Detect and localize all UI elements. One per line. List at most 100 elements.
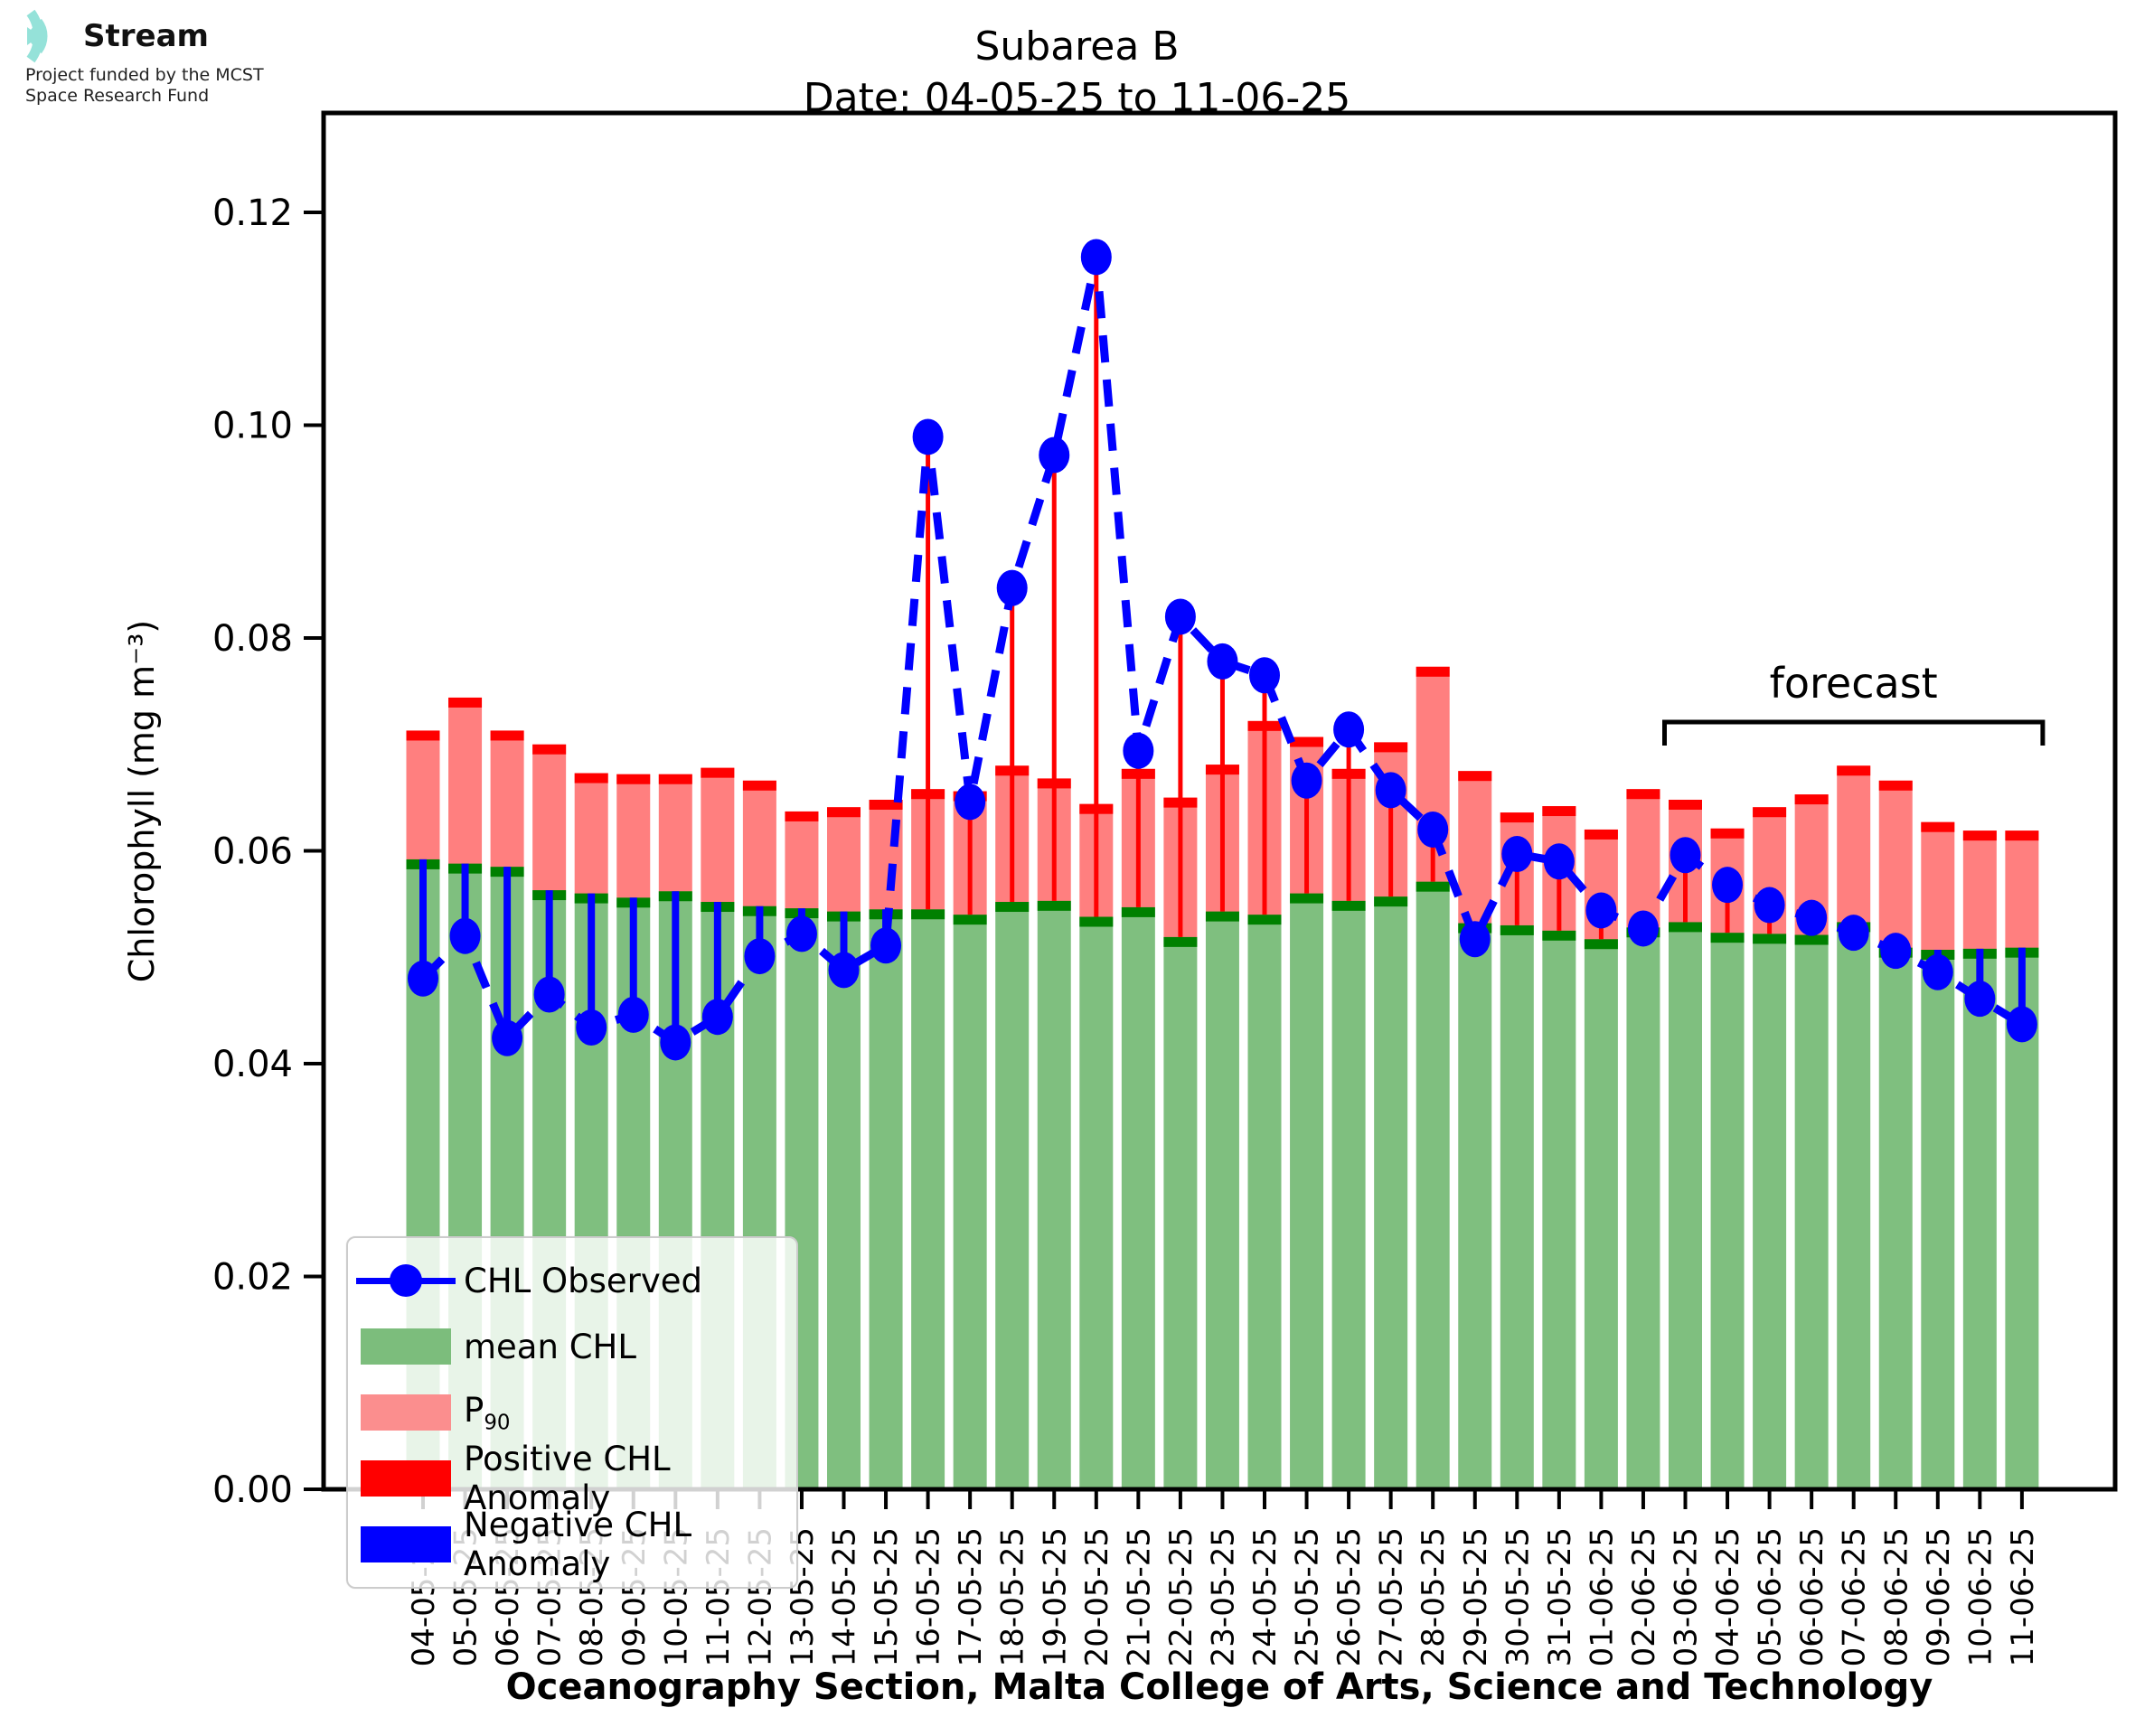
bar-p90-cap (1416, 666, 1450, 677)
bar-mean-chl (1794, 934, 1829, 1489)
bar-p90 (1962, 830, 1997, 949)
logo-subtitle-line2: Space Research Fund (25, 86, 210, 107)
bar-p90-cap (1921, 821, 1955, 832)
forecast-label: forecast (1770, 659, 1938, 708)
x-tick-label: 08-06-25 (1878, 1527, 1914, 1666)
bar-mean-chl (1079, 916, 1114, 1489)
bar-mean-cap (995, 902, 1030, 913)
bar-mean-cap (1794, 934, 1829, 945)
bar-p90-cap (1794, 794, 1829, 805)
bar-p90 (490, 730, 524, 868)
observed-point (1754, 887, 1785, 924)
bar-p90-cap (742, 780, 776, 791)
legend-positive-label: Positive CHL Anomaly (464, 1440, 671, 1517)
stream-logo: Stream Project funded by the MCST Space … (25, 9, 405, 107)
x-tick-label: 18-05-25 (995, 1527, 1031, 1666)
bar-mean-chl (1331, 900, 1366, 1489)
bar-p90 (1626, 789, 1660, 928)
bar-mean-chl (1290, 893, 1324, 1489)
bar-p90 (742, 780, 776, 906)
observed-point (701, 999, 733, 1036)
x-axis-label: Oceanography Section, Malta College of A… (506, 1666, 1933, 1708)
bar-mean-chl (1753, 934, 1787, 1489)
x-tick-label: 17-05-25 (953, 1527, 989, 1666)
observed-point (996, 569, 1028, 606)
bar-p90-cap (701, 767, 735, 778)
legend-item-p90: P90 (348, 1384, 796, 1441)
bar-mean-chl (953, 915, 987, 1489)
x-tick-label: 28-05-25 (1416, 1527, 1452, 1666)
bar-mean-chl (1962, 948, 1997, 1489)
x-tick-label: 04-06-25 (1710, 1527, 1746, 1666)
bar-p90 (1921, 821, 1955, 951)
title-subarea: Subarea B (974, 23, 1180, 70)
observed-point (785, 915, 817, 952)
bar-mean-chl (1584, 939, 1618, 1489)
bar-mean-chl (1837, 922, 1871, 1489)
observed-point (1164, 598, 1196, 635)
x-tick-label: 29-05-25 (1458, 1527, 1494, 1666)
observed-point (1123, 732, 1154, 769)
observed-point (1459, 921, 1491, 958)
bar-mean-chl (1247, 915, 1282, 1489)
observed-point (1291, 762, 1322, 799)
bar-mean-chl (1921, 950, 1955, 1489)
x-tick-label: 26-05-25 (1331, 1527, 1368, 1666)
bar-mean-chl (1669, 922, 1702, 1489)
observed-point (1796, 899, 1828, 936)
bar-mean-chl (1121, 906, 1155, 1489)
negative-anomaly-swatch-icon (361, 1526, 451, 1562)
bar-p90 (406, 730, 440, 859)
bar-mean-cap (1205, 911, 1239, 922)
bar-p90 (701, 767, 735, 903)
observed-point (1964, 981, 1996, 1018)
y-tick-label: 0.00 (212, 1469, 293, 1511)
bar-p90 (1878, 780, 1913, 948)
bar-p90-cap (1584, 829, 1618, 840)
x-tick-label: 30-05-25 (1500, 1527, 1536, 1666)
x-tick-label: 02-06-25 (1626, 1527, 1662, 1666)
bar-p90-cap (1500, 812, 1534, 823)
bar-mean-cap (1247, 915, 1282, 925)
legend-p90-label: P90 (464, 1390, 511, 1435)
bar-mean-chl (869, 909, 903, 1489)
x-tick-label: 16-05-25 (911, 1527, 947, 1666)
observed-point (1585, 892, 1617, 929)
bar-mean-chl (1710, 933, 1745, 1489)
observed-point (1838, 915, 1869, 952)
bar-p90 (2005, 830, 2039, 948)
bar-p90-cap (1962, 830, 1997, 841)
legend-item-observed: CHL Observed (348, 1252, 796, 1309)
bar-p90-cap (1837, 765, 1871, 776)
bar-mean-cap (1710, 933, 1745, 943)
logo-subtitle-line1: Project funded by the MCST (25, 65, 264, 85)
bar-p90-cap (658, 774, 692, 784)
x-tick-label: 23-05-25 (1205, 1527, 1241, 1666)
bar-p90-cap (532, 744, 567, 755)
bar-p90-cap (1626, 789, 1660, 800)
observed-point (1922, 953, 1953, 990)
bar-p90-cap (574, 773, 608, 784)
observed-point (1207, 643, 1238, 680)
observed-point (1039, 436, 1070, 474)
bar-mean-cap (1500, 924, 1534, 935)
bar-mean-cap (911, 909, 945, 920)
legend-negative-label: Negative CHL Anomaly (464, 1506, 692, 1583)
bar-p90 (827, 807, 861, 912)
p90-swatch-icon (361, 1394, 451, 1431)
bar-mean-cap (1669, 922, 1702, 933)
observed-point (1501, 836, 1533, 873)
bar-p90-cap (616, 774, 651, 784)
observed-point (449, 917, 481, 954)
bar-p90-cap (2005, 830, 2039, 841)
bar-mean-cap (1121, 906, 1155, 917)
x-tick-label: 01-06-25 (1584, 1527, 1620, 1666)
observed-point (828, 952, 860, 989)
x-tick-label: 07-06-25 (1837, 1527, 1873, 1666)
x-tick-label: 09-06-25 (1921, 1527, 1957, 1666)
bar-p90-cap (1878, 780, 1913, 791)
bar-mean-chl (995, 902, 1030, 1489)
bar-p90-cap (1753, 807, 1787, 818)
bar-mean-cap (1079, 916, 1114, 927)
observed-point (744, 938, 776, 975)
